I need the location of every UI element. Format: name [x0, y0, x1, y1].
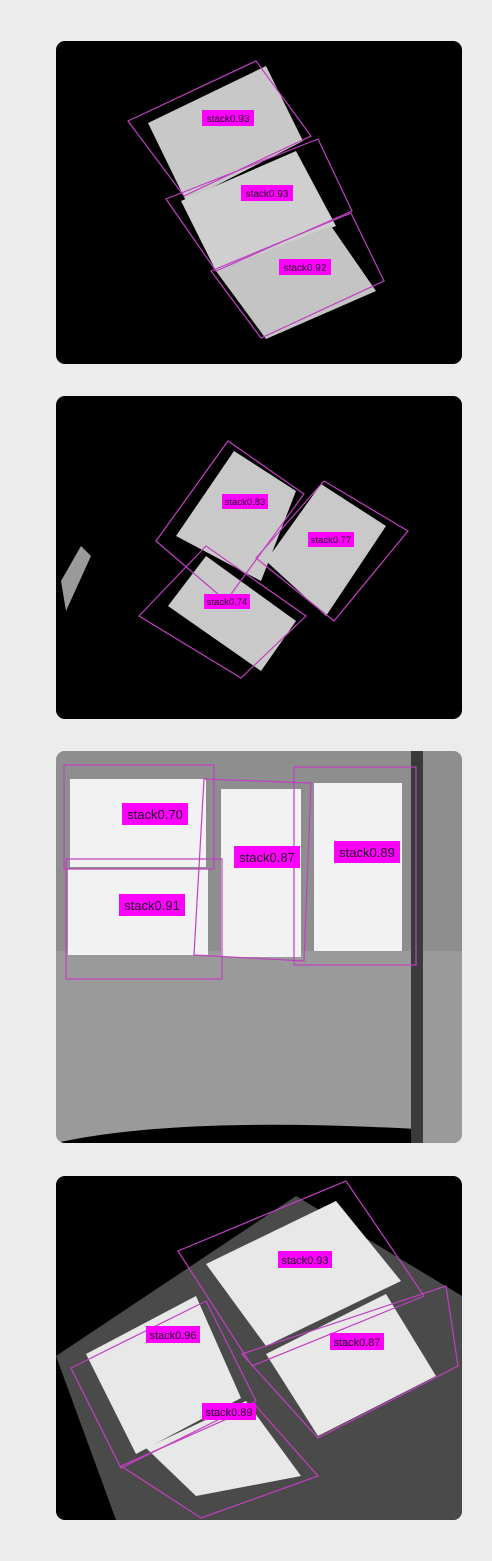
label-1-text: stack0.83	[225, 497, 266, 508]
label-2-text: stack0.87	[239, 850, 295, 865]
bbox-1	[127, 60, 312, 197]
detection-view-2: stack0.83 stack0.77 stack0.74	[61, 440, 409, 679]
label-3-text: stack0.89	[339, 845, 395, 860]
label-4-text: stack0.89	[205, 1407, 252, 1419]
label-3-text: stack0.92	[284, 263, 327, 274]
bbox-3	[210, 212, 385, 339]
bbox-2	[193, 778, 312, 962]
label-2-text: stack0.77	[311, 535, 352, 546]
label-2: stack0.93	[241, 185, 293, 201]
label-1: stack0.93	[278, 1251, 332, 1268]
bbox-4	[65, 858, 223, 980]
bbox-1	[177, 1180, 425, 1367]
bbox-2	[165, 138, 353, 272]
label-3: stack0.89	[334, 841, 400, 863]
detection-view-4: stack0.93 stack0.96 stack0.87 stack0.89	[56, 1180, 462, 1520]
label-1: stack0.93	[202, 110, 254, 126]
bbox-3	[240, 1285, 459, 1439]
bounding-boxes	[127, 60, 385, 339]
bbox-1	[63, 764, 215, 870]
image-panel-4: stack0.93 stack0.96 stack0.87 stack0.89	[56, 1176, 462, 1520]
bounding-boxes	[138, 440, 409, 679]
bbox-4	[119, 1405, 320, 1519]
label-3-text: stack0.87	[333, 1337, 380, 1349]
label-1-text: stack0.93	[281, 1255, 328, 1267]
label-4-text: stack0.91	[124, 898, 180, 913]
label-3-text: stack0.74	[207, 597, 248, 608]
label-2: stack0.96	[146, 1326, 200, 1343]
label-1: stack0.83	[222, 494, 268, 509]
hay-stacks	[148, 66, 376, 339]
label-1: stack0.70	[122, 803, 188, 825]
label-2-text: stack0.96	[149, 1330, 196, 1342]
bbox-1	[155, 440, 305, 602]
image-panel-2: stack0.83 stack0.77 stack0.74	[56, 396, 462, 719]
detection-view-1: stack0.93 stack0.93 stack0.92	[127, 60, 385, 339]
label-2-text: stack0.93	[246, 189, 289, 200]
label-4: stack0.89	[202, 1403, 256, 1420]
bbox-2	[255, 480, 409, 622]
label-2: stack0.87	[234, 846, 300, 868]
label-1-text: stack0.93	[207, 114, 250, 125]
label-3: stack0.87	[330, 1333, 384, 1350]
image-panel-3: stack0.70 stack0.87 stack0.89 stack0.91	[56, 751, 462, 1143]
label-4: stack0.91	[119, 894, 185, 916]
detection-view-3: stack0.70 stack0.87 stack0.89 stack0.91	[56, 751, 462, 1143]
label-3: stack0.92	[279, 259, 331, 275]
label-2: stack0.77	[308, 532, 354, 547]
label-3: stack0.74	[204, 594, 250, 609]
bbox-3	[138, 545, 307, 679]
label-1-text: stack0.70	[127, 807, 183, 822]
bounding-boxes	[70, 1180, 459, 1519]
hay-stacks	[61, 451, 386, 671]
bbox-2	[70, 1300, 257, 1469]
image-panel-1: stack0.93 stack0.93 stack0.92	[56, 41, 462, 364]
